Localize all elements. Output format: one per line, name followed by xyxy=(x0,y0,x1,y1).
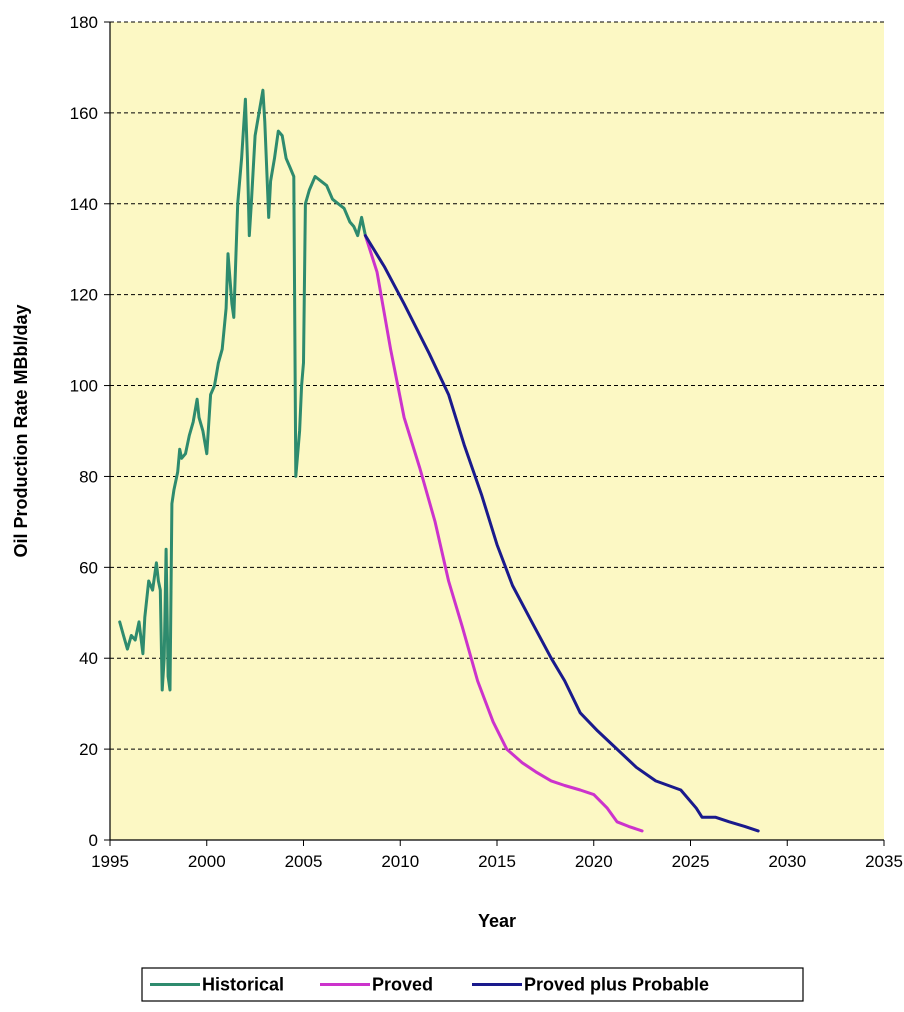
y-tick-label: 80 xyxy=(79,467,98,486)
series-line-proved-plus-probable xyxy=(363,234,760,833)
legend-label: Proved plus Probable xyxy=(524,975,709,995)
y-tick-label: 0 xyxy=(89,831,98,850)
x-tick-label: 2035 xyxy=(865,852,903,871)
series-line-historical xyxy=(118,88,367,692)
x-tick-label: 2025 xyxy=(672,852,710,871)
y-tick-label: 60 xyxy=(79,558,98,577)
x-tick-label: 2015 xyxy=(478,852,516,871)
y-tick-label: 180 xyxy=(70,13,98,32)
legend-box xyxy=(141,967,804,1002)
y-tick-label: 120 xyxy=(70,286,98,305)
legend-label: Proved xyxy=(372,975,433,995)
y-tick-label: 160 xyxy=(70,104,98,123)
x-tick-label: 2000 xyxy=(188,852,226,871)
legend: Historical Proved Proved plus Probable xyxy=(141,967,804,1002)
y-tick-label: 20 xyxy=(79,740,98,759)
x-tick-label: 2020 xyxy=(575,852,613,871)
tick-labels: 1995 2000 2005 2010 2015 2020 2025 2030 2035 0 20 4… xyxy=(70,13,903,871)
x-tick-label: 2005 xyxy=(285,852,323,871)
x-tick-label: 1995 xyxy=(91,852,129,871)
x-tick-label: 2030 xyxy=(768,852,806,871)
series-lines xyxy=(118,88,760,833)
y-tick-label: 40 xyxy=(79,649,98,668)
plot-area xyxy=(110,22,884,840)
y-tick-label: 140 xyxy=(70,195,98,214)
y-axis-title: Oil Production Rate MBbl/day xyxy=(11,304,31,557)
legend-label: Historical xyxy=(202,975,284,995)
x-axis-title: Year xyxy=(478,911,516,931)
axes xyxy=(104,21,885,846)
series-line-proved xyxy=(363,234,644,833)
x-tick-label: 2010 xyxy=(381,852,419,871)
y-tick-label: 100 xyxy=(70,377,98,396)
